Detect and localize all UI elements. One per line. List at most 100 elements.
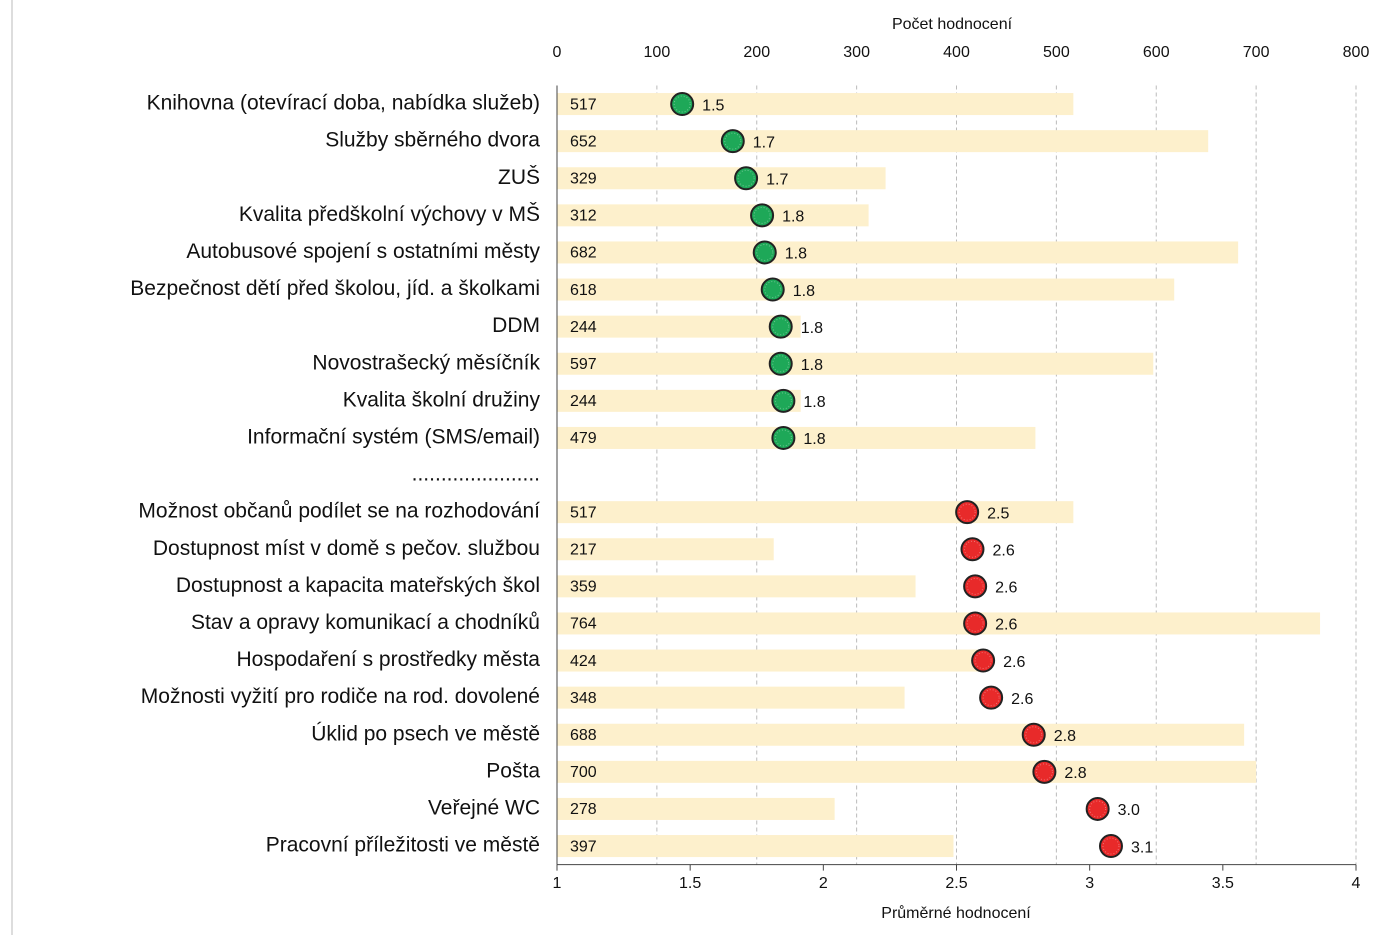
bar-label: 688 [570,727,597,744]
rating-label: 2.6 [1011,691,1033,708]
bar-label: 682 [570,245,597,262]
category-label: Dostupnost a kapacita mateřských škol [176,574,540,597]
bar [557,167,886,190]
rating-label: 1.8 [803,394,825,411]
bar [557,352,1154,375]
rating-dot-texture [753,206,771,224]
rating-label: 1.8 [803,431,825,448]
bottom-tick-label: 3 [1085,875,1094,892]
rating-dot [963,611,988,636]
bar-label: 700 [570,764,597,781]
category-label: Kvalita předškolní výchovy v MŠ [239,203,540,226]
bar [557,575,916,598]
bar [557,835,954,858]
rating-dot-texture [737,169,755,187]
rating-dot [771,425,796,450]
rating-dot [955,500,980,525]
rating-label: 2.8 [1054,728,1076,745]
rating-label: 1.8 [801,320,823,337]
bar [557,760,1257,783]
category-label: Informační systém (SMS/email) [247,425,540,448]
rating-dot [979,685,1004,710]
category-label: Pošta [486,759,540,782]
top-tick-label: 100 [644,44,671,61]
rating-dot [971,648,996,673]
category-label: Veřejné WC [428,796,540,819]
bar [557,538,774,561]
category-label: Kvalita školní družiny [343,388,541,411]
category-label: Knihovna (otevírací doba, nabídka služeb… [147,92,540,115]
rating-dot-texture [764,281,782,299]
bottom-tick-label: 1 [553,875,562,892]
category-label: ...................... [412,463,540,486]
category-label: Úklid po psech ve městě [311,722,540,745]
bar [557,501,1074,524]
top-tick-label: 200 [743,44,770,61]
bar [557,797,835,820]
rating-label: 1.8 [793,283,815,300]
rating-dot-texture [966,614,984,632]
top-tick-label: 600 [1143,44,1170,61]
rating-dot [1032,759,1057,784]
bar-label: 329 [570,170,597,187]
bar-label: 244 [570,393,597,410]
category-label: Dostupnost míst v domě s pečov. službou [153,537,540,560]
bottom-tick-label: 4 [1352,875,1361,892]
rating-dot-texture [756,243,774,261]
bar [557,241,1239,264]
rating-dot-texture [673,95,691,113]
rating-label: 2.5 [987,505,1009,522]
rating-dot-texture [1025,726,1043,744]
category-label: Pracovní příležitosti ve městě [266,834,540,857]
bar [557,204,869,227]
bar-label: 597 [570,356,597,373]
bar-label: 618 [570,282,597,299]
category-label: Autobusové spojení s ostatními městy [186,240,540,263]
category-label: Možnost občanů podílet se na rozhodování [138,500,540,523]
bar [557,426,1036,449]
bar-label: 278 [570,801,597,818]
rating-label: 2.6 [995,580,1017,597]
rating-dot [771,388,796,413]
rating-label: 1.7 [753,134,775,151]
top-tick-label: 500 [1043,44,1070,61]
rating-dot-texture [774,429,792,447]
rating-label: 2.8 [1064,765,1086,782]
bar-label: 217 [570,541,597,558]
rating-dot-texture [1102,837,1120,855]
rating-label: 1.7 [766,171,788,188]
bar-label: 244 [570,319,597,336]
bar [557,649,981,672]
category-label: Hospodaření s prostředky města [237,648,541,671]
rating-label: 1.8 [782,209,804,226]
bar-label: 764 [570,616,597,633]
rating-dot-texture [963,540,981,558]
bottom-tick-label: 2 [819,875,828,892]
rating-dot [760,277,785,302]
bar [557,130,1209,153]
bar-label: 397 [570,838,597,855]
top-tick-label: 0 [553,44,562,61]
bar [557,389,801,412]
rating-dot-texture [772,355,790,373]
rating-label: 1.8 [801,357,823,374]
rating-dot [768,351,793,376]
rating-dot-texture [974,652,992,670]
rating-dot-texture [1035,763,1053,781]
top-tick-label: 400 [943,44,970,61]
rating-dot [720,129,745,154]
rating-dot-texture [966,577,984,595]
bottom-tick-label: 2.5 [945,875,967,892]
rating-dot-texture [774,392,792,410]
bar-label: 652 [570,133,597,150]
rating-dot-texture [982,689,1000,707]
rating-dot [752,240,777,265]
bar-label: 424 [570,653,597,670]
category-label: Možnosti vyžití pro rodiče na rod. dovol… [141,685,540,708]
rating-label: 2.6 [995,617,1017,634]
category-label: Novostrašecký měsíčník [312,351,540,374]
bar-label: 479 [570,430,597,447]
bar [557,278,1175,301]
category-label: DDM [492,314,540,337]
